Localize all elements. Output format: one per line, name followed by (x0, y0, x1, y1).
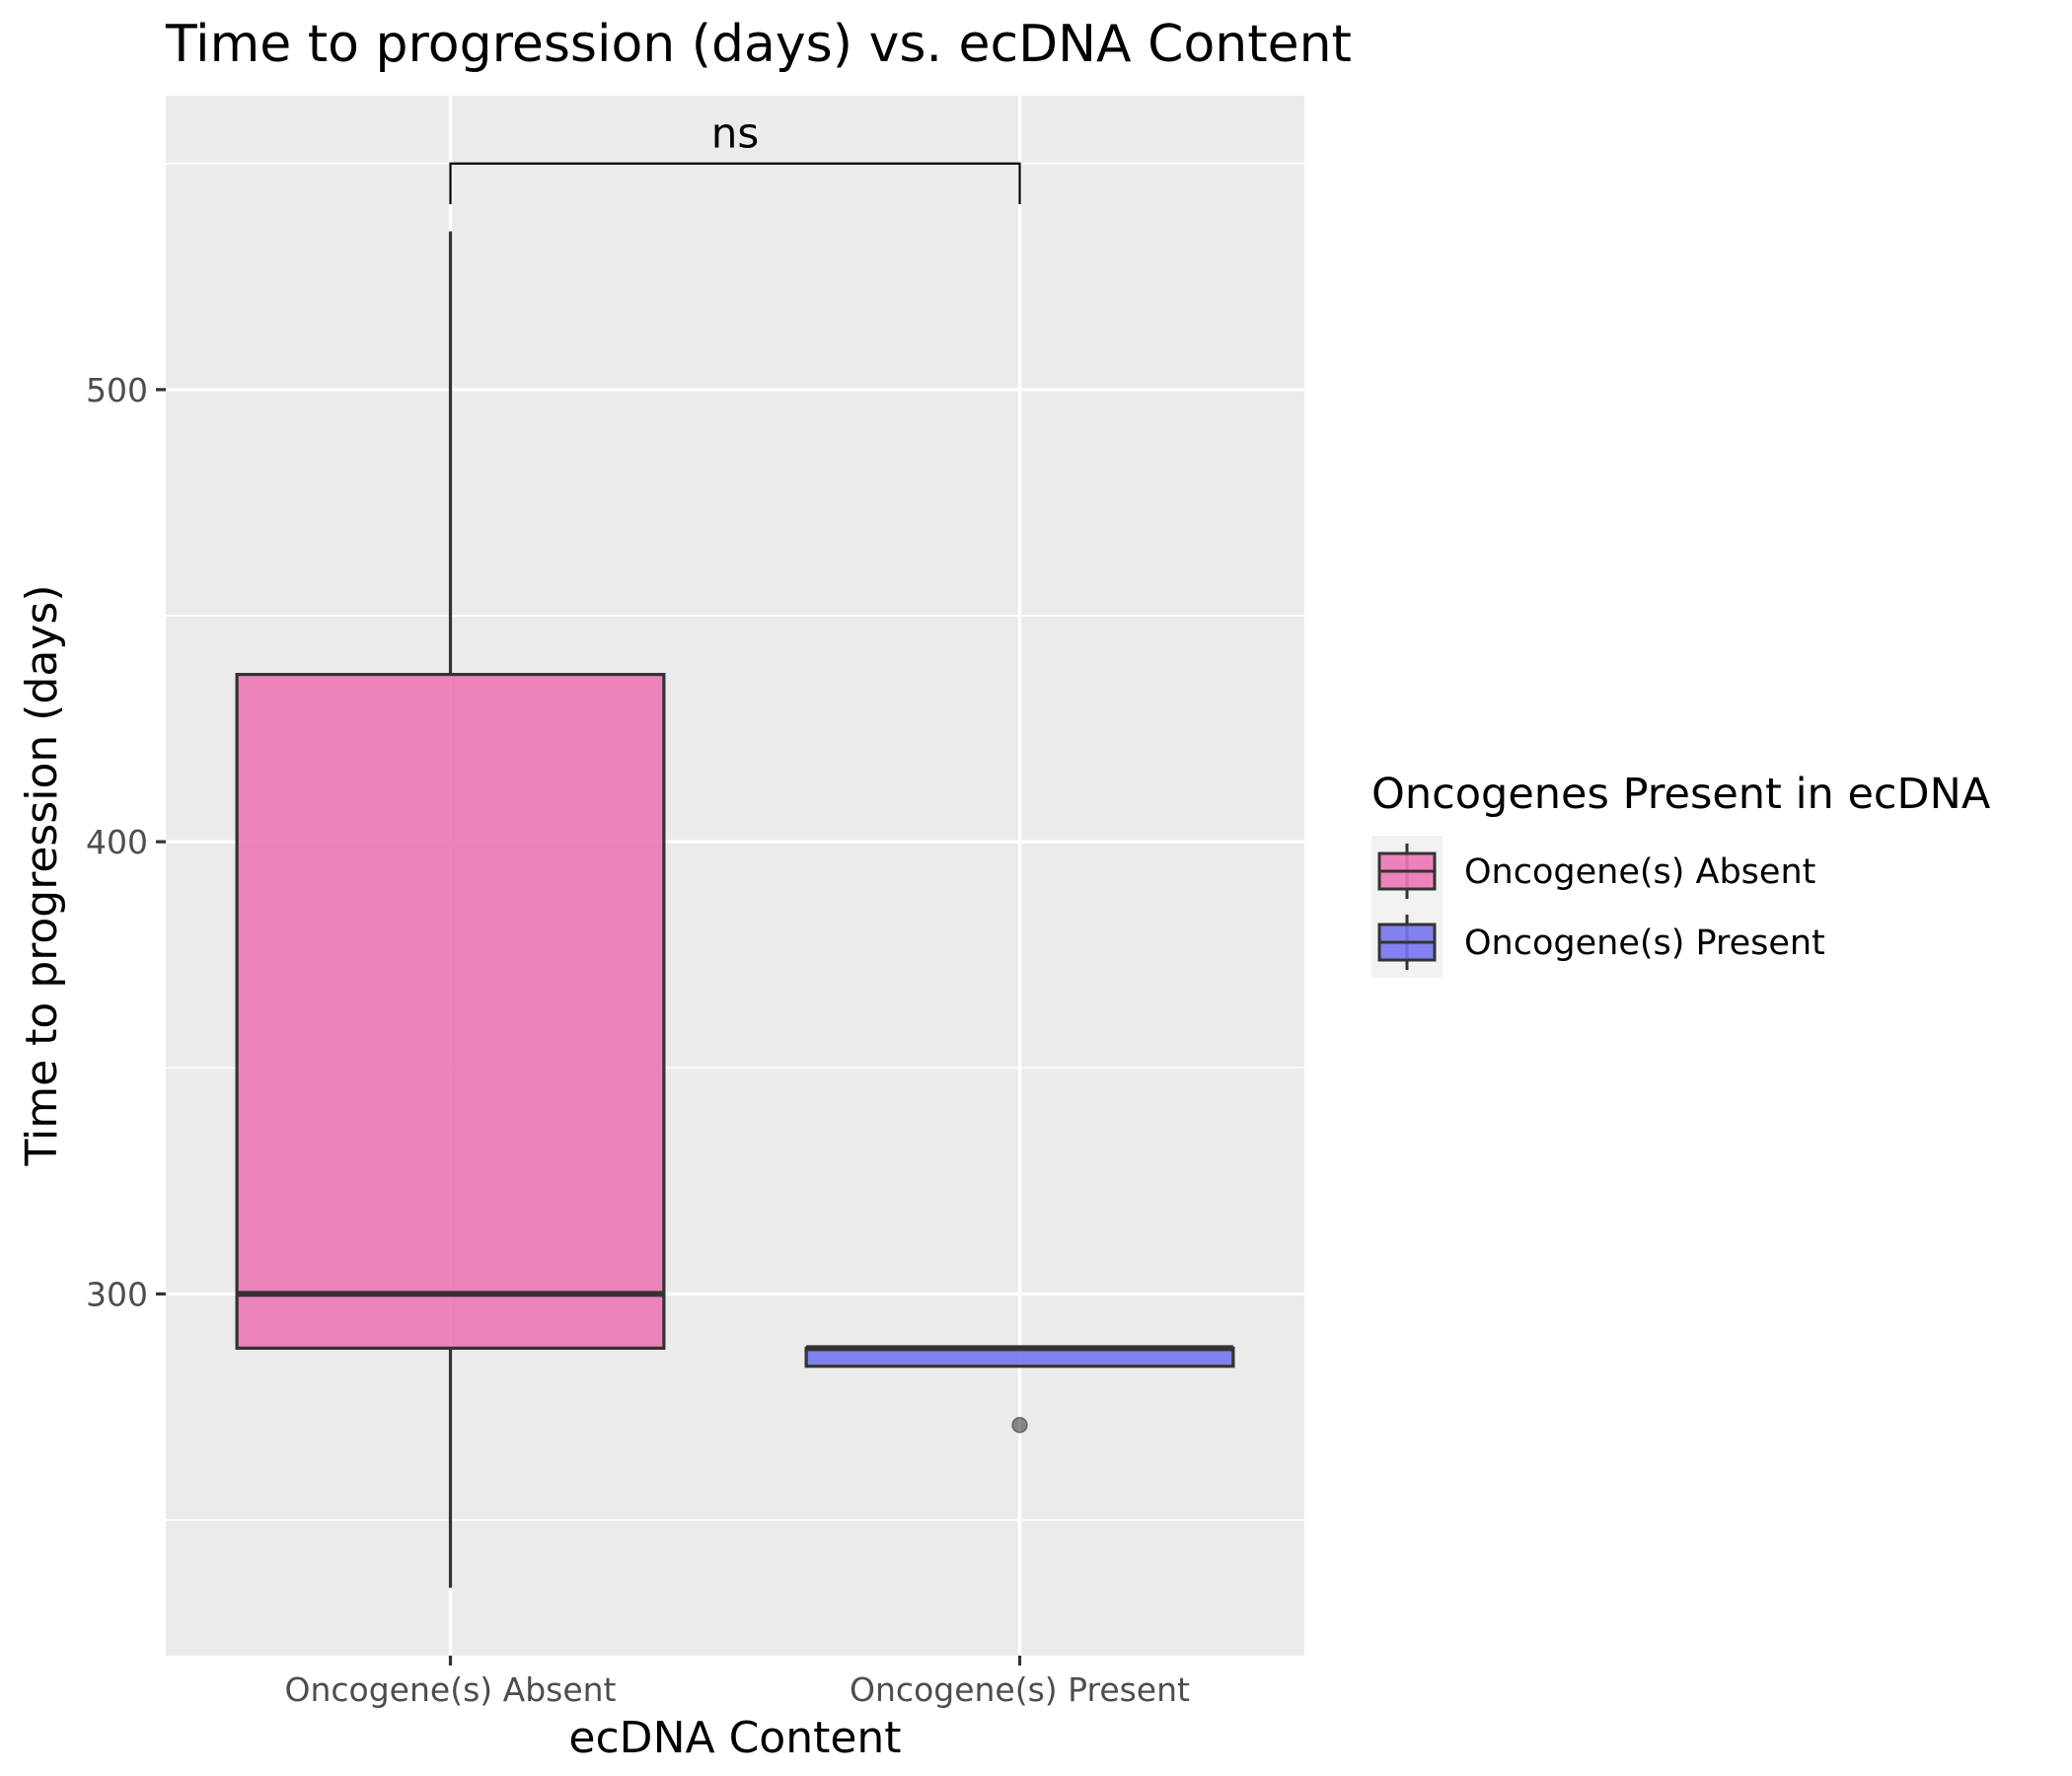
y-axis: 300 400 500 (86, 371, 166, 1313)
x-axis-title: ecDNA Content (568, 1713, 901, 1763)
y-tick-label: 500 (86, 371, 148, 409)
y-axis-title: Time to progression (days) (17, 585, 67, 1167)
outlier-point (1011, 1417, 1028, 1434)
box-group (804, 1345, 1235, 1434)
y-tick-label: 400 (86, 823, 148, 861)
legend-label: Oncogene(s) Present (1464, 924, 1825, 963)
x-tick-label: Oncogene(s) Present (850, 1670, 1190, 1709)
legend-title: Oncogenes Present in ecDNA (1371, 770, 1991, 819)
significance-line (449, 162, 1021, 204)
significance-bracket: ns (449, 110, 1021, 204)
chart-title: Time to progression (days) vs. ecDNA Con… (165, 15, 1352, 74)
legend: Oncogenes Present in ecDNA Oncogene(s) A… (1371, 770, 1991, 978)
boxes-layer (235, 231, 1235, 1589)
box-group (235, 231, 666, 1589)
x-axis: Oncogene(s) Absent Oncogene(s) Present (285, 1656, 1190, 1709)
y-tick-label: 300 (86, 1275, 148, 1313)
significance-label: ns (711, 110, 760, 158)
x-tick-label: Oncogene(s) Absent (285, 1670, 617, 1709)
legend-entry: Oncogene(s) Present (1377, 915, 1825, 970)
legend-label: Oncogene(s) Absent (1464, 852, 1815, 892)
box-body (235, 672, 666, 1350)
legend-entry: Oncogene(s) Absent (1377, 844, 1815, 899)
